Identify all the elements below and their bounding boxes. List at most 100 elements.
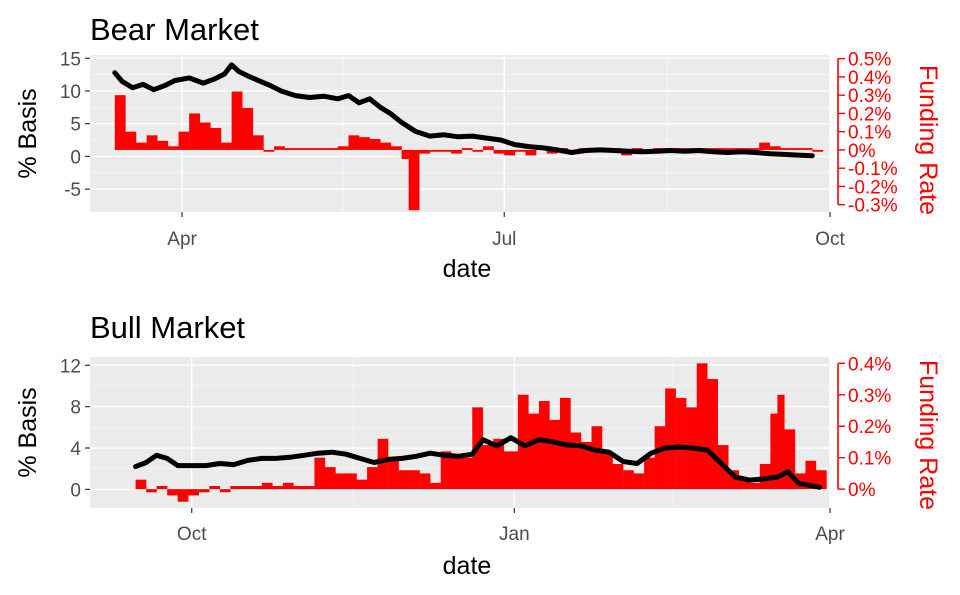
funding-bar	[231, 91, 243, 150]
funding-bar	[316, 148, 328, 150]
panel-1: 0 4 8 12 0% 0.1% 0.2% 0.3% 0.4% Oct Jan Apr Bull Mar…	[14, 310, 942, 580]
funding-bar	[167, 146, 179, 150]
x-axis: Apr Jul Oct	[167, 212, 845, 250]
funding-bar	[356, 479, 368, 490]
funding-bar	[398, 470, 410, 490]
funding-bar	[199, 122, 211, 150]
funding-bar	[409, 470, 420, 490]
funding-bar	[801, 148, 813, 150]
y2-tick-label: -0.3%	[848, 196, 898, 217]
funding-bar	[770, 413, 778, 490]
funding-bar	[284, 148, 296, 150]
funding-bar	[805, 460, 817, 490]
x-axis-title: date	[443, 255, 492, 283]
funding-bar	[293, 485, 305, 490]
x-axis: Oct Jan Apr	[177, 508, 845, 545]
funding-bar	[815, 470, 827, 490]
funding-bar	[707, 379, 718, 490]
funding-bar	[146, 489, 157, 493]
funding-bar	[252, 135, 264, 150]
funding-bar	[517, 394, 529, 490]
funding-bar	[780, 148, 792, 150]
funding-bar	[503, 451, 519, 490]
funding-bar	[784, 429, 796, 490]
funding-bar	[493, 149, 505, 154]
funding-bar	[324, 467, 336, 490]
y2-axis-title: Funding Rate	[914, 65, 942, 215]
y2-tick-label: 0.3%	[848, 386, 891, 407]
y-tick-label: 4	[70, 439, 81, 460]
funding-bar	[791, 148, 802, 150]
x-tick-label: Apr	[167, 229, 197, 250]
y-axis-title: % Basis	[14, 387, 42, 477]
y-tick-label: 0	[70, 147, 81, 168]
funding-bar	[504, 149, 516, 156]
funding-bar	[749, 482, 761, 490]
funding-bar	[178, 131, 190, 150]
funding-bar	[451, 457, 462, 490]
y-tick-label: -5	[64, 180, 81, 201]
funding-bar	[654, 426, 666, 490]
funding-bar	[419, 473, 431, 490]
funding-bar	[303, 485, 315, 490]
funding-bar	[440, 149, 452, 152]
funding-bar	[759, 142, 771, 150]
y2-tick-label: -0.2%	[848, 177, 898, 198]
y-tick-label: 8	[70, 398, 81, 419]
funding-bar	[461, 148, 473, 150]
funding-bar	[242, 107, 254, 150]
funding-bar	[737, 148, 749, 150]
x-tick-label: Oct	[815, 229, 845, 250]
y-axis-right: -0.3%-0.2%-0.1%0%0.1%0.2%0.3%0.4%0.5%	[837, 50, 898, 217]
funding-bar	[812, 149, 824, 152]
funding-bar	[135, 479, 147, 490]
funding-bar	[696, 363, 708, 490]
funding-bar	[748, 148, 760, 150]
funding-bar	[493, 438, 505, 490]
funding-bar	[706, 148, 717, 150]
funding-bar	[612, 463, 624, 490]
chart-title: Bear Market	[90, 12, 259, 47]
basis-line	[133, 435, 822, 490]
y2-tick-label: 0.4%	[848, 354, 891, 375]
funding-bar	[738, 479, 750, 490]
funding-bar	[525, 149, 537, 156]
funding-bar	[337, 146, 349, 150]
y-axis-left: -5 0 5 10 15	[60, 49, 90, 201]
funding-bar	[125, 131, 137, 150]
y2-tick-label: 0.1%	[848, 449, 891, 470]
funding-bar	[314, 457, 326, 490]
y2-tick-label: 0.5%	[848, 50, 891, 71]
funding-bar	[429, 149, 441, 152]
funding-bar	[136, 142, 147, 150]
funding-bar	[644, 457, 655, 490]
funding-bar	[167, 489, 178, 496]
funding-bar	[230, 485, 242, 490]
funding-bar	[401, 149, 409, 160]
x-tick-label: Jul	[492, 229, 516, 250]
funding-bar	[146, 135, 158, 150]
y2-tick-label: 0.4%	[848, 68, 891, 89]
funding-bar	[675, 397, 687, 490]
funding-bar	[261, 482, 273, 490]
funding-bar	[274, 146, 285, 150]
funding-bar	[177, 489, 189, 502]
y-axis-left: 0 4 8 12	[60, 356, 90, 501]
x-tick-label: Apr	[815, 524, 845, 545]
funding-bar	[251, 485, 263, 490]
funding-bar	[188, 489, 199, 496]
funding-bar	[272, 485, 284, 490]
funding-bar	[570, 432, 582, 490]
y-tick-label: 0	[70, 480, 81, 501]
funding-bar	[295, 148, 307, 150]
funding-bar	[408, 149, 420, 211]
funding-bar	[769, 146, 781, 150]
funding-bar	[419, 149, 431, 154]
funding-bar	[716, 148, 728, 150]
funding-bar	[538, 401, 550, 490]
funding-bar	[546, 149, 558, 154]
funding-bar	[777, 394, 785, 490]
y2-tick-label: -0.1%	[848, 159, 898, 180]
y-axis-title: % Basis	[14, 88, 42, 178]
funding-bar	[580, 441, 592, 490]
